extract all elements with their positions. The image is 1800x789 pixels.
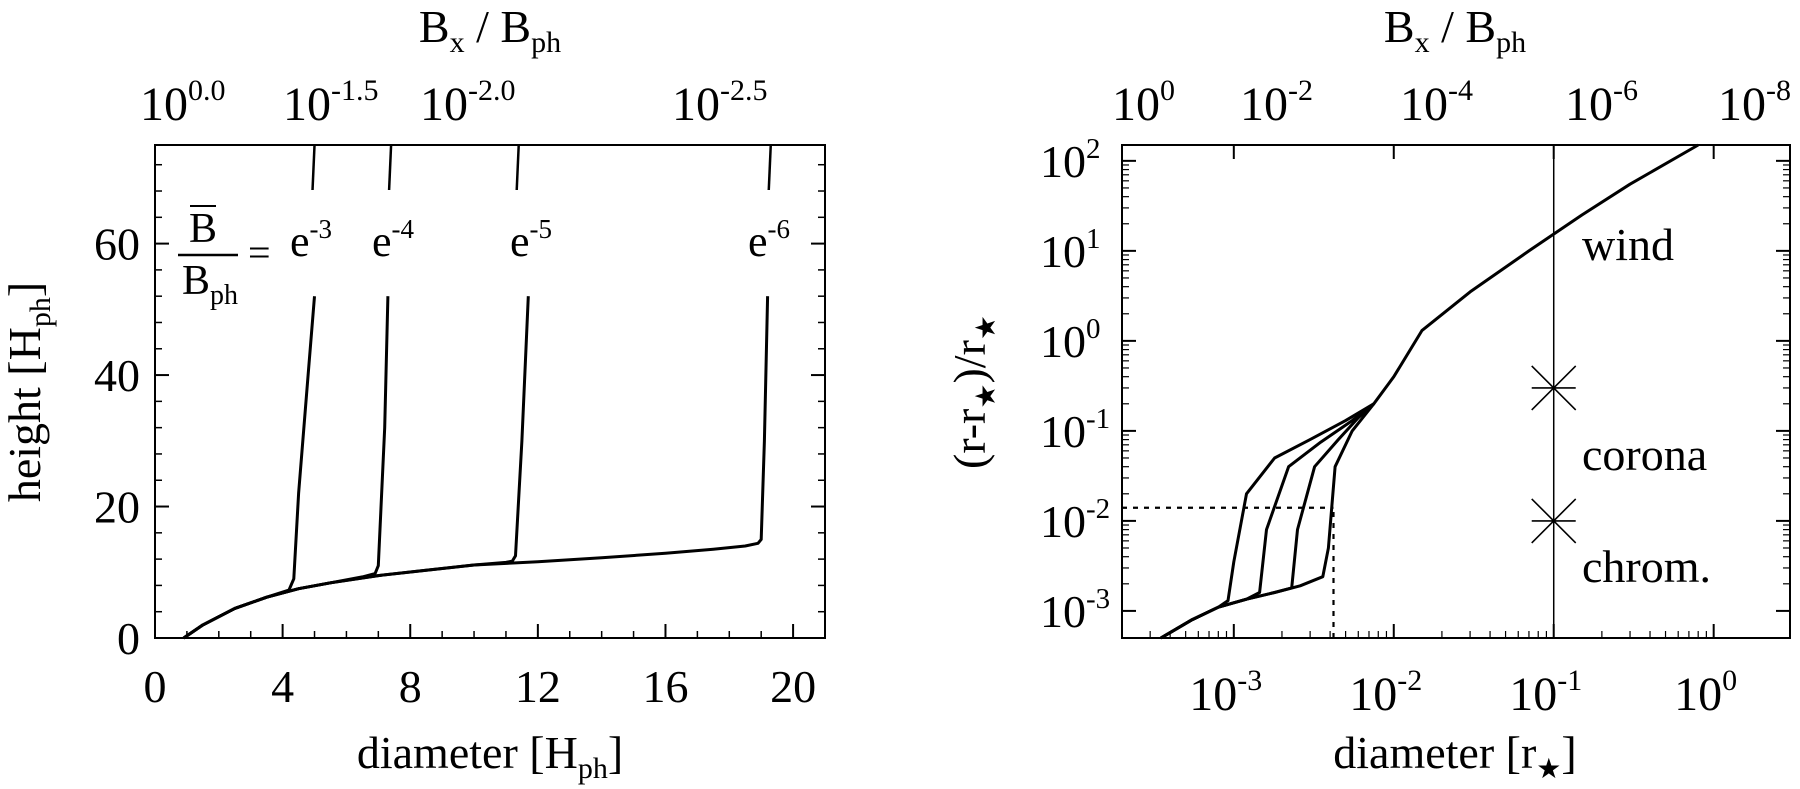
left-top-tick-labels: 100.0 10-1.5 10-2.0 10-2.5 xyxy=(140,74,768,131)
left-x-tick-label: 16 xyxy=(642,661,688,712)
right-series-line xyxy=(1160,402,1375,640)
left-series-label: e-5 xyxy=(510,214,552,266)
right-x-tick-label: 100 xyxy=(1674,664,1737,721)
left-x-tick-label: 12 xyxy=(515,661,561,712)
left-chart: 0 4 8 12 16 20 0 20 40 60 Bx / Bph 100.0 10-1.5 10-… xyxy=(0,1,826,785)
right-series-line xyxy=(1160,402,1375,640)
left-axis-ticks: 0 4 8 12 16 20 0 20 40 60 xyxy=(94,144,825,712)
left-x-tick-label: 4 xyxy=(271,661,294,712)
right-y-tick-label: 102 xyxy=(1040,133,1101,187)
right-y-axis-label: (r-r★)/r★ xyxy=(944,315,1002,469)
svg-text:B: B xyxy=(189,206,217,252)
right-y-tick-label: 101 xyxy=(1040,223,1101,277)
left-y-tick-label: 20 xyxy=(94,482,140,533)
left-x-tick-label: 20 xyxy=(770,661,816,712)
right-series-line xyxy=(1160,402,1375,640)
b-ratio-fraction-label: B Bph = xyxy=(178,205,271,311)
left-x-tick-label: 0 xyxy=(144,661,167,712)
right-y-tick-label: 10-2 xyxy=(1040,493,1110,547)
boundary-marker xyxy=(1531,498,1577,544)
left-y-tick-label: 40 xyxy=(94,350,140,401)
svg-text:=: = xyxy=(248,230,271,275)
left-series-label: e-3 xyxy=(290,214,332,266)
left-series-line xyxy=(182,296,770,640)
right-chart: 10-3 10-2 10-1 100 10-3 10-2 10-1 100 101 102 Bx … xyxy=(944,1,1791,785)
right-x-tick-label: 10-2 xyxy=(1349,664,1422,721)
right-x-tick-label: 10-1 xyxy=(1509,664,1582,721)
right-plot-frame xyxy=(1121,144,1791,639)
left-top-tick-mark xyxy=(387,144,393,191)
right-top-tick-labels: 100 10-2 10-4 10-6 10-8 xyxy=(1112,74,1791,131)
left-series-label: e-4 xyxy=(372,214,415,266)
left-top-tick-label: 10-1.5 xyxy=(283,74,379,131)
left-series-group xyxy=(182,296,770,640)
left-top-axis-label: Bx / Bph xyxy=(419,1,561,59)
right-top-tick-label: 100 xyxy=(1112,74,1175,131)
right-y-tick-label: 10-3 xyxy=(1040,583,1110,637)
region-label-wind: wind xyxy=(1582,219,1674,270)
left-x-axis-label: diameter [Hph] xyxy=(357,727,623,785)
region-label-chrom: chrom. xyxy=(1582,541,1711,592)
right-series-group xyxy=(1160,143,1699,640)
left-top-tick-label: 10-2.0 xyxy=(420,74,516,131)
region-label-corona: corona xyxy=(1582,429,1707,480)
left-x-tick-label: 8 xyxy=(399,661,422,712)
left-y-tick-label: 60 xyxy=(94,219,140,270)
right-top-tick-label: 10-8 xyxy=(1718,74,1791,131)
left-top-tick-mark xyxy=(767,144,773,191)
right-annotations xyxy=(1122,145,1577,638)
left-plot-frame xyxy=(154,144,826,639)
right-x-tick-label: 10-3 xyxy=(1189,664,1262,721)
left-series-line xyxy=(182,296,390,640)
right-y-tick-label: 10-1 xyxy=(1040,403,1110,457)
left-top-tick-label: 100.0 xyxy=(140,74,226,131)
left-top-tick-mark xyxy=(311,144,316,191)
right-series-line xyxy=(1160,143,1699,640)
svg-text:Bph: Bph xyxy=(182,258,238,311)
right-top-axis-label: Bx / Bph xyxy=(1384,1,1526,59)
left-y-axis-label: height [Hph] xyxy=(0,282,57,502)
right-top-tick-label: 10-6 xyxy=(1565,74,1638,131)
right-x-axis-label: diameter [r★] xyxy=(1333,727,1576,785)
left-series-labels: e-3 e-4 e-5 e-6 xyxy=(290,214,790,266)
right-y-tick-label: 100 xyxy=(1040,313,1101,367)
left-top-tick-label: 10-2.5 xyxy=(672,74,768,131)
right-top-tick-label: 10-4 xyxy=(1400,74,1473,131)
left-series-line xyxy=(182,296,530,640)
right-top-tick-label: 10-2 xyxy=(1240,74,1313,131)
left-series-line xyxy=(182,296,316,640)
boundary-marker xyxy=(1531,365,1577,411)
right-axis-ticks: 10-3 10-2 10-1 100 10-3 10-2 10-1 100 101 102 xyxy=(1040,133,1790,721)
left-top-tick-mark xyxy=(515,144,520,191)
left-y-tick-label: 0 xyxy=(117,613,140,664)
left-series-label: e-6 xyxy=(748,214,790,266)
